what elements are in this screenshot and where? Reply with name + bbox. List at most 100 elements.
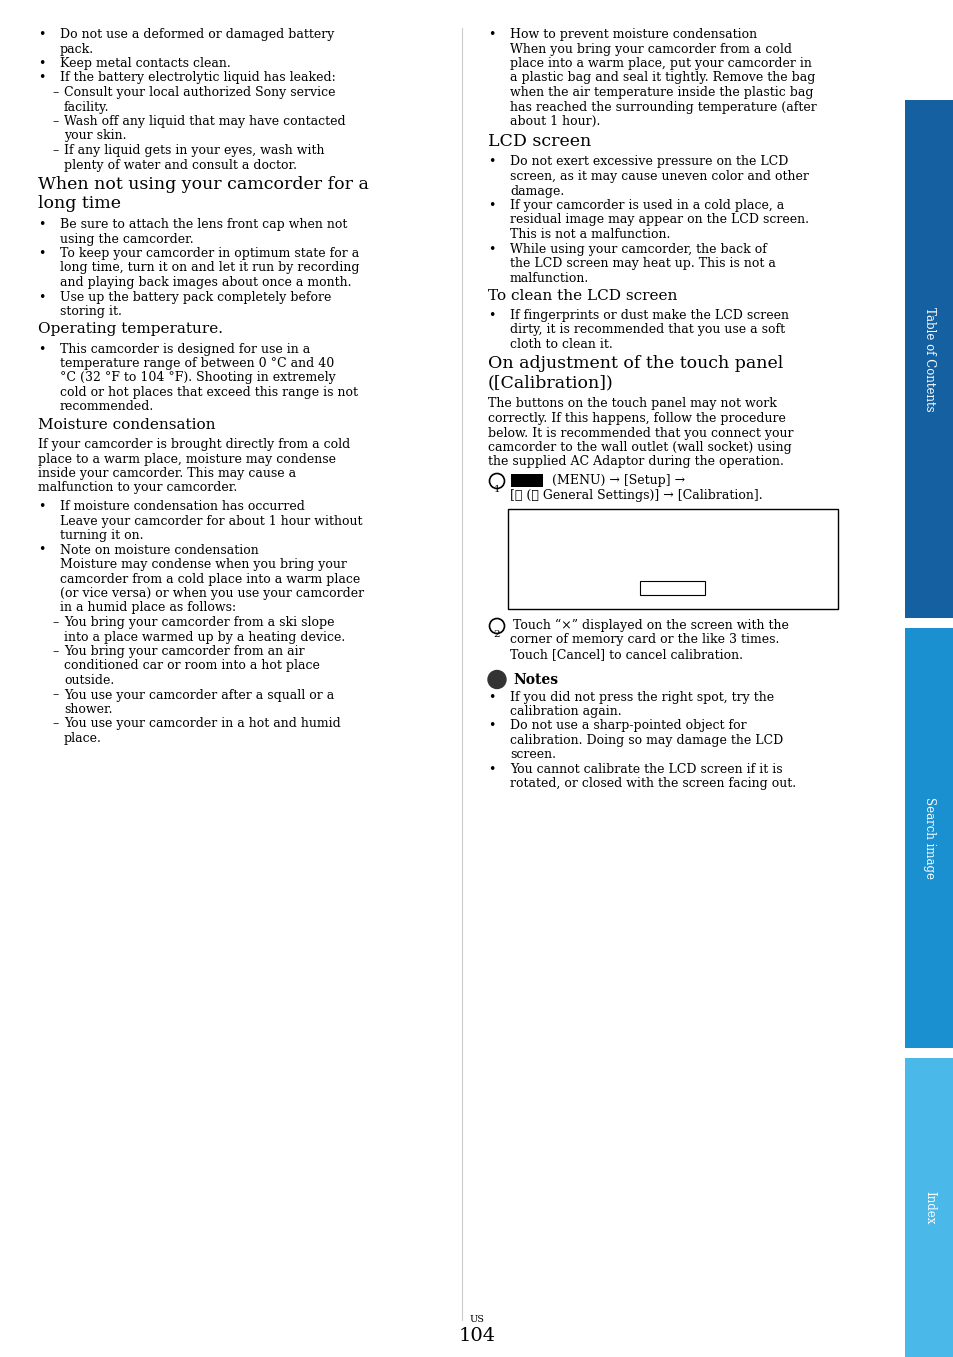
Text: dirty, it is recommended that you use a soft: dirty, it is recommended that you use a …	[510, 323, 784, 337]
Text: Wash off any liquid that may have contacted: Wash off any liquid that may have contac…	[64, 115, 345, 128]
Text: •: •	[38, 342, 46, 356]
Text: To keep your camcorder in optimum state for a: To keep your camcorder in optimum state …	[60, 247, 359, 261]
Text: plenty of water and consult a doctor.: plenty of water and consult a doctor.	[64, 159, 296, 171]
Text: To clean the LCD screen: To clean the LCD screen	[488, 289, 677, 303]
Text: malfunction to your camcorder.: malfunction to your camcorder.	[38, 482, 237, 494]
Text: Consult your local authorized Sony service: Consult your local authorized Sony servi…	[64, 85, 335, 99]
Text: camcorder to the wall outlet (wall socket) using: camcorder to the wall outlet (wall socke…	[488, 441, 791, 455]
Text: •: •	[488, 243, 495, 255]
Text: LCD screen: LCD screen	[488, 133, 591, 149]
Text: Moisture may condense when you bring your: Moisture may condense when you bring you…	[60, 558, 347, 571]
Text: •: •	[488, 156, 495, 168]
Text: 1: 1	[493, 484, 499, 494]
Text: •: •	[38, 544, 46, 556]
Text: about 1 hour).: about 1 hour).	[510, 115, 599, 128]
Text: long time, turn it on and let it run by recording: long time, turn it on and let it run by …	[60, 262, 359, 274]
Text: Note on moisture condensation: Note on moisture condensation	[60, 544, 258, 556]
Text: screen.: screen.	[510, 749, 556, 761]
Text: You bring your camcorder from a ski slope: You bring your camcorder from a ski slop…	[64, 616, 335, 630]
Bar	[511, 474, 542, 487]
Bar	[639, 581, 705, 594]
Text: ([Calibration]): ([Calibration])	[488, 375, 613, 392]
Text: –: –	[52, 616, 58, 630]
Text: conditioned car or room into a hot place: conditioned car or room into a hot place	[64, 660, 319, 673]
Text: Do not exert excessive pressure on the LCD: Do not exert excessive pressure on the L…	[510, 156, 787, 168]
Text: –: –	[52, 688, 58, 702]
Text: You bring your camcorder from an air: You bring your camcorder from an air	[64, 645, 304, 658]
Text: Leave your camcorder for about 1 hour without: Leave your camcorder for about 1 hour wi…	[60, 514, 362, 528]
Text: corner of memory card or the like 3 times.: corner of memory card or the like 3 time…	[510, 634, 779, 646]
Text: •: •	[38, 499, 46, 513]
Text: Notes: Notes	[513, 673, 558, 687]
Text: •: •	[38, 72, 46, 84]
Text: rotated, or closed with the screen facing out.: rotated, or closed with the screen facin…	[510, 778, 796, 791]
Text: The buttons on the touch panel may not work: The buttons on the touch panel may not w…	[488, 398, 776, 411]
Text: Calibration: Calibration	[642, 527, 701, 536]
Text: Touch “×” displayed on the screen with the: Touch “×” displayed on the screen with t…	[513, 619, 788, 632]
Text: [⚒ (⚒ General Settings)] → [Calibration].: [⚒ (⚒ General Settings)] → [Calibration]…	[510, 489, 761, 502]
Text: malfunction.: malfunction.	[510, 271, 589, 285]
Text: into a place warmed up by a heating device.: into a place warmed up by a heating devi…	[64, 631, 345, 643]
Text: calibration again.: calibration again.	[510, 706, 621, 718]
Text: –: –	[52, 85, 58, 99]
Text: •: •	[488, 199, 495, 212]
Text: turning it on.: turning it on.	[60, 529, 143, 541]
Text: correctly. If this happens, follow the procedure: correctly. If this happens, follow the p…	[488, 413, 785, 425]
Text: calibration. Doing so may damage the LCD: calibration. Doing so may damage the LCD	[510, 734, 782, 746]
Text: Search image: Search image	[923, 797, 935, 879]
Text: Touch the center of the "x" mark.: Touch the center of the "x" mark.	[590, 567, 755, 575]
Text: Do not use a sharp-pointed object for: Do not use a sharp-pointed object for	[510, 719, 746, 733]
Text: cloth to clean it.: cloth to clean it.	[510, 338, 612, 351]
Text: Touch [Cancel] to cancel calibration.: Touch [Cancel] to cancel calibration.	[510, 649, 742, 661]
Text: This camcorder is designed for use in a: This camcorder is designed for use in a	[60, 342, 310, 356]
Text: shower.: shower.	[64, 703, 112, 716]
Text: place.: place.	[64, 731, 102, 745]
Text: –: –	[52, 718, 58, 730]
Text: inside your camcorder. This may cause a: inside your camcorder. This may cause a	[38, 467, 295, 480]
Text: long time: long time	[38, 195, 121, 212]
Text: This is not a malfunction.: This is not a malfunction.	[510, 228, 670, 242]
Text: US: US	[469, 1315, 484, 1324]
Text: •: •	[38, 290, 46, 304]
Text: If your camcorder is brought directly from a cold: If your camcorder is brought directly fr…	[38, 438, 350, 451]
Text: Keep metal contacts clean.: Keep metal contacts clean.	[60, 57, 231, 71]
Text: when the air temperature inside the plastic bag: when the air temperature inside the plas…	[510, 85, 813, 99]
Text: •: •	[38, 247, 46, 261]
Text: temperature range of between 0 °C and 40: temperature range of between 0 °C and 40	[60, 357, 334, 370]
Text: •: •	[38, 28, 46, 41]
Text: On adjustment of the touch panel: On adjustment of the touch panel	[488, 356, 782, 373]
Text: If moisture condensation has occurred: If moisture condensation has occurred	[60, 499, 305, 513]
Text: ×: ×	[516, 517, 526, 531]
Text: using the camcorder.: using the camcorder.	[60, 232, 193, 246]
Text: (MENU) → [Setup] →: (MENU) → [Setup] →	[547, 474, 684, 487]
Text: How to prevent moisture condensation: How to prevent moisture condensation	[510, 28, 757, 41]
Text: 2: 2	[493, 630, 499, 639]
Bar	[507, 509, 837, 609]
Text: •: •	[488, 28, 495, 41]
Text: Index: Index	[923, 1191, 935, 1224]
Text: °C (32 °F to 104 °F). Shooting in extremely: °C (32 °F to 104 °F). Shooting in extrem…	[60, 372, 335, 384]
Text: If fingerprints or dust make the LCD screen: If fingerprints or dust make the LCD scr…	[510, 309, 788, 322]
Text: •: •	[38, 57, 46, 71]
Text: facility.: facility.	[64, 100, 110, 114]
Text: 104: 104	[458, 1327, 495, 1345]
Text: When you bring your camcorder from a cold: When you bring your camcorder from a col…	[510, 42, 791, 56]
Text: If you did not press the right spot, try the: If you did not press the right spot, try…	[510, 691, 773, 703]
Text: You use your camcorder in a hot and humid: You use your camcorder in a hot and humi…	[64, 718, 340, 730]
Text: in a humid place as follows:: in a humid place as follows:	[60, 601, 236, 615]
Bar	[904, 628, 953, 1048]
Text: Use up the battery pack completely before: Use up the battery pack completely befor…	[60, 290, 331, 304]
Text: storing it.: storing it.	[60, 305, 122, 318]
Text: When not using your camcorder for a: When not using your camcorder for a	[38, 176, 369, 193]
Text: Moisture condensation: Moisture condensation	[38, 418, 215, 432]
Text: Operating temperature.: Operating temperature.	[38, 323, 223, 337]
Text: •: •	[488, 309, 495, 322]
Text: While using your camcorder, the back of: While using your camcorder, the back of	[510, 243, 766, 255]
Text: residual image may appear on the LCD screen.: residual image may appear on the LCD scr…	[510, 213, 808, 227]
Text: has reached the surrounding temperature (after: has reached the surrounding temperature …	[510, 100, 816, 114]
Text: recommended.: recommended.	[60, 400, 154, 414]
Text: ⚡: ⚡	[493, 684, 499, 695]
Text: and playing back images about once a month.: and playing back images about once a mon…	[60, 275, 351, 289]
Text: If your camcorder is used in a cold place, a: If your camcorder is used in a cold plac…	[510, 199, 783, 212]
Text: a plastic bag and seal it tightly. Remove the bag: a plastic bag and seal it tightly. Remov…	[510, 72, 815, 84]
